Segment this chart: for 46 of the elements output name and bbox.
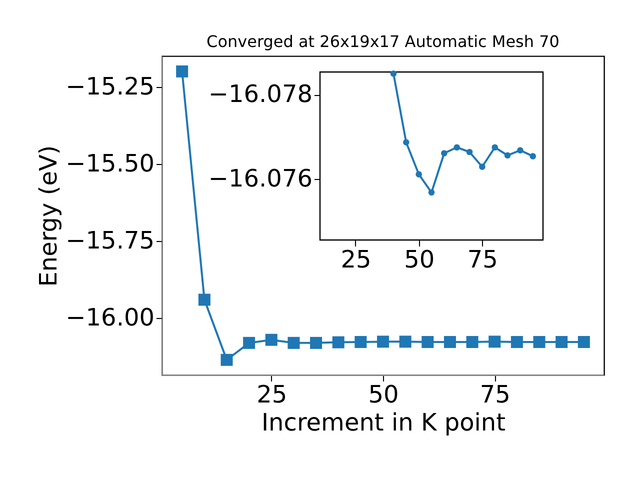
point	[504, 152, 511, 159]
point	[390, 70, 397, 77]
point	[578, 336, 590, 348]
point	[377, 336, 389, 348]
point	[288, 336, 300, 349]
y-tick-label: −15.50	[66, 149, 154, 178]
point	[416, 171, 422, 178]
point	[354, 336, 367, 348]
point	[556, 336, 568, 348]
point	[399, 336, 412, 348]
point	[243, 336, 256, 349]
point	[466, 336, 478, 348]
point	[517, 147, 524, 154]
point	[176, 65, 188, 78]
point	[444, 336, 456, 348]
chart-title: Converged at 26x19x17 Automatic Mesh 70	[206, 32, 560, 51]
point	[428, 189, 435, 196]
x-axis-title: Increment in K point	[261, 408, 506, 436]
point	[488, 336, 501, 348]
x-tick-label: 50	[404, 246, 435, 274]
point	[466, 148, 473, 156]
y-tick-label: −16.00	[66, 304, 154, 332]
point	[533, 336, 546, 348]
x-tick-label: 25	[256, 380, 288, 408]
y-tick-label: −15.75	[66, 226, 154, 255]
point	[441, 150, 448, 156]
x-tick-label: 25	[340, 246, 372, 274]
point	[265, 334, 278, 346]
point	[422, 336, 434, 348]
x-tick-label: 75	[467, 246, 498, 274]
point	[530, 153, 536, 160]
point	[220, 354, 233, 366]
y-tick-label: −15.25	[66, 72, 154, 100]
point	[310, 336, 322, 349]
point	[332, 336, 344, 348]
y-tick-label: −16.076	[208, 164, 312, 192]
point	[402, 139, 410, 146]
x-tick-label: 50	[368, 380, 399, 408]
point	[198, 294, 210, 306]
point	[492, 144, 498, 151]
point	[479, 164, 486, 170]
point	[454, 144, 460, 151]
x-tick-label: 75	[480, 380, 510, 408]
point	[510, 336, 523, 348]
y-axis-title: Energy (eV)	[34, 145, 63, 287]
y-tick-label: −16.078	[208, 80, 312, 108]
